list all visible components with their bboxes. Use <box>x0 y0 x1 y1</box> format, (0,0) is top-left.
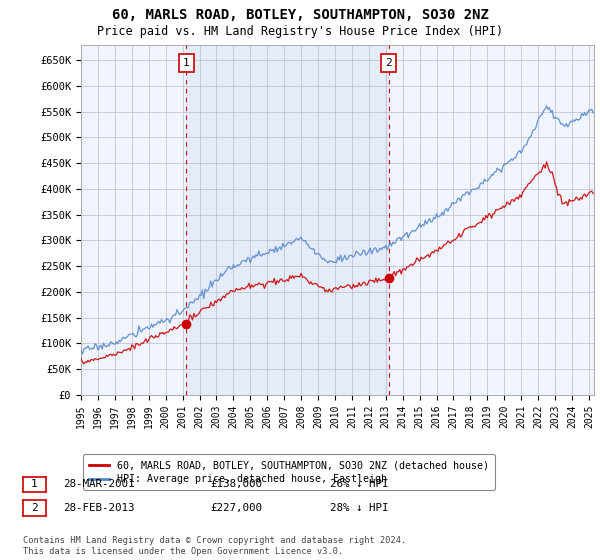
Text: 26% ↓ HPI: 26% ↓ HPI <box>330 479 389 489</box>
Text: 28-FEB-2013: 28-FEB-2013 <box>63 503 134 513</box>
Text: £138,000: £138,000 <box>210 479 262 489</box>
Text: Contains HM Land Registry data © Crown copyright and database right 2024.
This d: Contains HM Land Registry data © Crown c… <box>23 536 406 556</box>
Text: 60, MARLS ROAD, BOTLEY, SOUTHAMPTON, SO30 2NZ: 60, MARLS ROAD, BOTLEY, SOUTHAMPTON, SO3… <box>112 8 488 22</box>
Text: 2: 2 <box>385 58 392 68</box>
Text: 1: 1 <box>183 58 190 68</box>
Bar <box>187 45 389 395</box>
Text: 2: 2 <box>31 503 38 513</box>
Legend: 60, MARLS ROAD, BOTLEY, SOUTHAMPTON, SO30 2NZ (detached house), HPI: Average pri: 60, MARLS ROAD, BOTLEY, SOUTHAMPTON, SO3… <box>83 454 496 490</box>
Text: 1: 1 <box>31 479 38 489</box>
Text: 28% ↓ HPI: 28% ↓ HPI <box>330 503 389 513</box>
Text: 28-MAR-2001: 28-MAR-2001 <box>63 479 134 489</box>
Text: Price paid vs. HM Land Registry's House Price Index (HPI): Price paid vs. HM Land Registry's House … <box>97 25 503 38</box>
Text: £227,000: £227,000 <box>210 503 262 513</box>
